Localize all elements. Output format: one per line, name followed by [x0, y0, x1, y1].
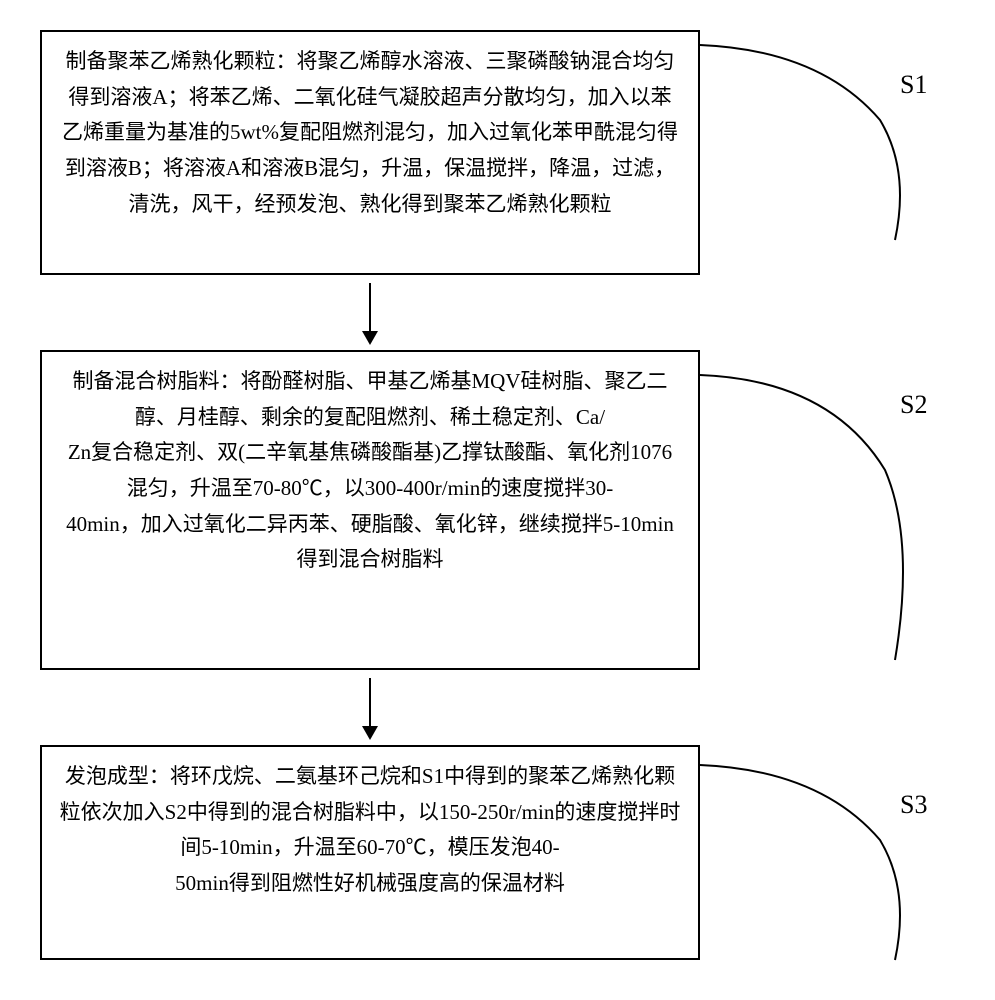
step-box-s1: 制备聚苯乙烯熟化颗粒：将聚乙烯醇水溶液、三聚磷酸钠混合均匀得到溶液A；将苯乙烯、…	[40, 30, 700, 275]
step-content-s2: 制备混合树脂料：将酚醛树脂、甲基乙烯基MQV硅树脂、聚乙二醇、月桂醇、剩余的复配…	[66, 369, 674, 571]
step-content-s3: 发泡成型：将环戊烷、二氨基环己烷和S1中得到的聚苯乙烯熟化颗粒依次加入S2中得到…	[60, 764, 681, 895]
step-box-s2: 制备混合树脂料：将酚醛树脂、甲基乙烯基MQV硅树脂、聚乙二醇、月桂醇、剩余的复配…	[40, 350, 700, 670]
arrow-s2-s3	[369, 678, 371, 738]
step-label-s1: S1	[900, 70, 927, 100]
flowchart-container: 制备聚苯乙烯熟化颗粒：将聚乙烯醇水溶液、三聚磷酸钠混合均匀得到溶液A；将苯乙烯、…	[0, 0, 995, 960]
arrow-wrapper-1	[40, 275, 700, 350]
step-box-s3: 发泡成型：将环戊烷、二氨基环己烷和S1中得到的聚苯乙烯熟化颗粒依次加入S2中得到…	[40, 745, 700, 960]
step-label-s2: S2	[900, 390, 927, 420]
arrow-s1-s2	[369, 283, 371, 343]
arrow-wrapper-2	[40, 670, 700, 745]
step-label-s3: S3	[900, 790, 927, 820]
step-content-s1: 制备聚苯乙烯熟化颗粒：将聚乙烯醇水溶液、三聚磷酸钠混合均匀得到溶液A；将苯乙烯、…	[62, 49, 678, 216]
